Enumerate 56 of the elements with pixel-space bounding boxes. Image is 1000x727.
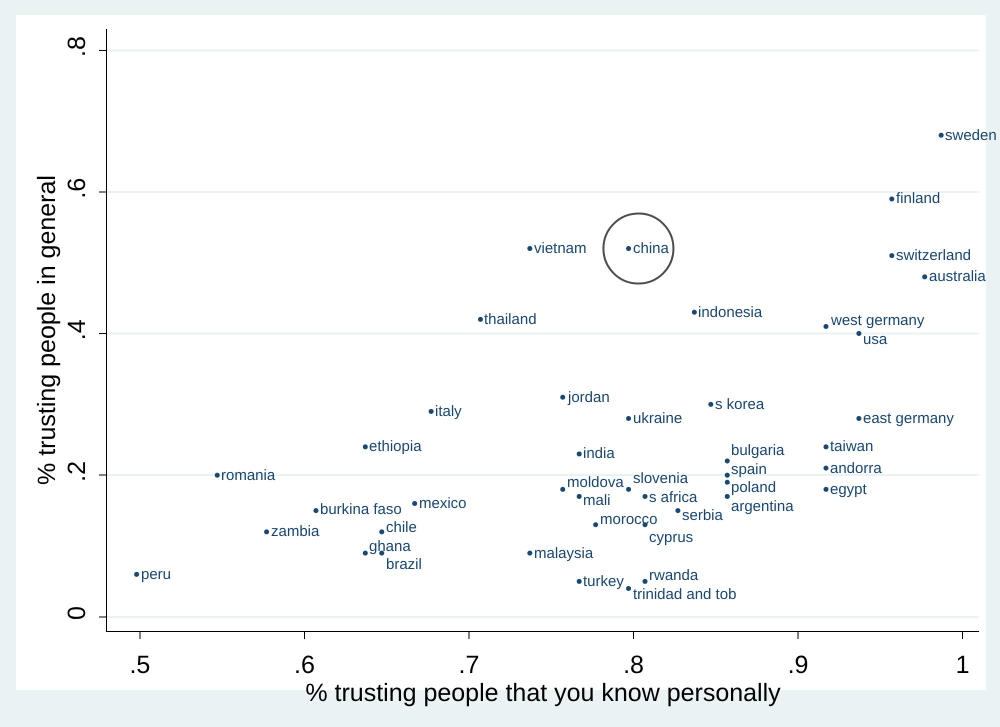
data-label: s korea xyxy=(715,396,765,413)
data-label: zambia xyxy=(271,523,320,540)
data-label: s africa xyxy=(649,489,698,506)
x-tick-label: .5 xyxy=(129,651,150,679)
data-label: chile xyxy=(386,519,417,536)
data-label: malaysia xyxy=(534,545,594,562)
data-label: spain xyxy=(731,461,767,478)
y-tick-label: 0 xyxy=(63,606,91,620)
data-label: sweden xyxy=(945,127,997,144)
data-label: serbia xyxy=(682,507,724,524)
data-label: burkina faso xyxy=(320,501,402,518)
data-label: china xyxy=(633,240,670,257)
data-label: romania xyxy=(221,467,276,484)
data-label: bulgaria xyxy=(731,442,786,459)
y-tick-label: .8 xyxy=(63,36,91,57)
data-label: argentina xyxy=(731,498,794,515)
data-label: peru xyxy=(141,566,172,583)
data-label: ethiopia xyxy=(369,438,422,455)
x-tick-label: .8 xyxy=(623,651,644,679)
x-tick-label: 1 xyxy=(956,651,970,679)
data-label: egypt xyxy=(830,481,868,498)
data-label: jordan xyxy=(567,389,610,406)
data-label: poland xyxy=(731,479,776,496)
data-label: mexico xyxy=(419,495,467,512)
y-tick-label: .6 xyxy=(63,178,91,199)
data-label: taiwan xyxy=(830,438,874,455)
y-axis-title: % trusting people in general xyxy=(32,175,61,485)
data-label: moldova xyxy=(567,474,624,491)
data-label: italy xyxy=(435,403,462,420)
data-label: finland xyxy=(896,190,940,207)
x-tick-label: .6 xyxy=(294,651,315,679)
data-label: brazil xyxy=(386,556,422,573)
data-label: trinidad and tob xyxy=(633,586,736,603)
data-label: cyprus xyxy=(649,529,694,546)
data-label: slovenia xyxy=(633,470,689,487)
data-label: west germany xyxy=(830,312,925,329)
y-tick-label: .4 xyxy=(63,319,91,340)
data-label: indonesia xyxy=(698,304,763,321)
data-label: thailand xyxy=(484,311,537,328)
data-label: mali xyxy=(583,492,611,509)
data-label: usa xyxy=(863,331,888,348)
x-tick-label: .7 xyxy=(458,651,480,679)
x-tick-label: .9 xyxy=(788,651,808,679)
data-label: morocco xyxy=(600,511,658,528)
data-label: andorra xyxy=(830,460,882,477)
data-label: ghana xyxy=(369,538,412,555)
data-label: ukraine xyxy=(633,410,682,427)
data-label: vietnam xyxy=(534,240,587,257)
data-label: east germany xyxy=(863,410,954,427)
data-label: switzerland xyxy=(896,247,972,264)
data-label: rwanda xyxy=(649,567,699,584)
x-axis-title: % trusting people that you know personally xyxy=(305,679,782,707)
data-label: turkey xyxy=(583,573,624,590)
data-label: india xyxy=(583,445,616,462)
y-tick-label: .2 xyxy=(63,461,91,482)
data-label: australia xyxy=(929,268,986,285)
